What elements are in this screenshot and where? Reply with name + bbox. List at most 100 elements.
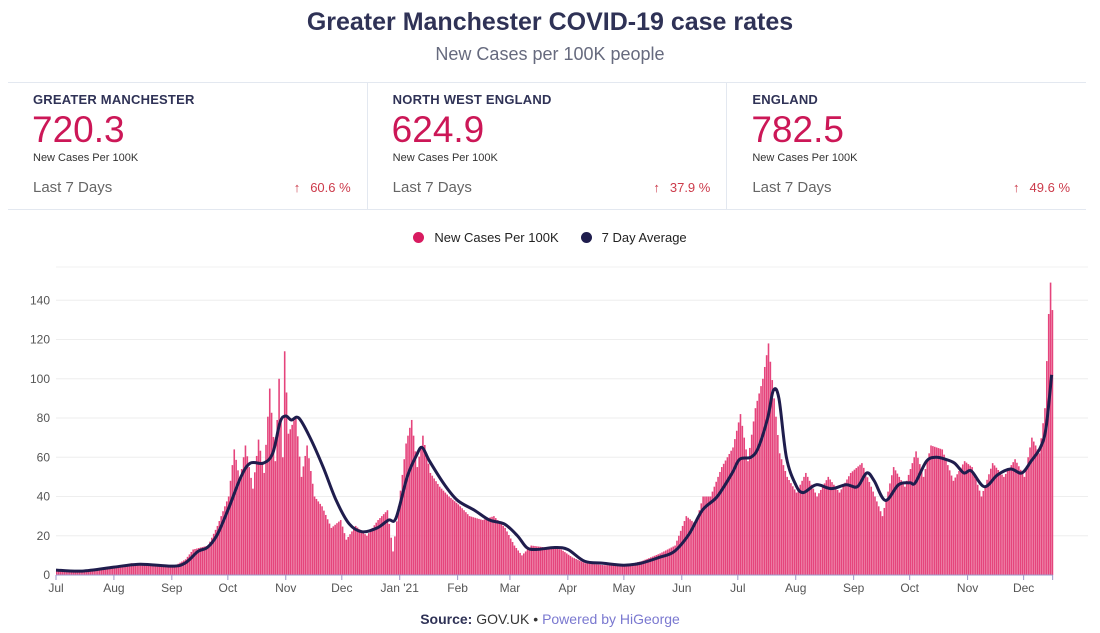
bar [270,412,273,575]
bar [153,565,155,575]
bar [67,570,69,575]
bar [704,496,706,575]
bar [982,490,985,575]
legend-item-new-cases[interactable]: New Cases Per 100K [413,230,559,245]
bar [209,541,211,575]
bar [567,554,570,575]
bar [164,566,166,575]
bar [993,465,996,575]
arrow-up-icon: ↑ [653,180,660,195]
bar [635,562,637,575]
bar [745,449,747,575]
bar [272,436,275,575]
bar [1003,476,1005,575]
bar [121,565,123,575]
bar [289,429,292,575]
bar [110,567,112,575]
bar [517,550,519,575]
bar [149,565,151,575]
bar [422,435,424,575]
bar [399,490,402,575]
y-tick-label: 0 [43,568,50,582]
bar [762,378,764,575]
legend-dot-icon [413,232,425,243]
bar [199,547,202,575]
bar [674,545,676,575]
bar [468,516,471,575]
bar [990,468,992,575]
bar [599,564,602,575]
bar [732,447,734,575]
bar [988,474,990,575]
bar [967,464,970,575]
bar [296,436,299,575]
bar [1040,438,1043,575]
bar [747,461,749,575]
bar [69,570,71,575]
x-tick-label: Sep [161,581,183,595]
bar [300,476,303,575]
bar [132,563,135,575]
bar [235,459,237,575]
bar [373,525,376,575]
powered-by-link[interactable]: Powered by HiGeorge [542,611,680,627]
bar [85,570,88,575]
stat-region: NORTH WEST ENGLAND [392,92,552,107]
bar [524,551,527,575]
bar [1044,408,1046,575]
stat-unit: New Cases Per 100K [752,152,858,164]
bar [188,554,191,575]
bar [879,511,882,575]
legend-item-7-day-average[interactable]: 7 Day Average [580,230,687,245]
bar [326,519,329,575]
bar [739,414,742,575]
bar [388,523,391,575]
bar [932,446,934,575]
x-tick-label: Aug [103,581,124,595]
bar [265,444,267,575]
bar [980,496,983,575]
bar [760,386,762,575]
bar [565,553,568,575]
bar [584,563,587,575]
bar [523,553,525,575]
bar [866,477,869,575]
bar [240,469,243,575]
y-tick-label: 60 [37,450,51,464]
bar [453,501,456,575]
bar [707,496,710,575]
bar [840,489,843,575]
bar [715,481,717,575]
bar [816,496,818,575]
bar [511,542,514,575]
bar [904,486,906,575]
bar [661,552,663,575]
bar [919,464,921,575]
legend-dot-icon [580,232,592,243]
bar [726,457,729,575]
bar [87,570,90,575]
bar [508,534,510,575]
bar [239,480,241,575]
x-tick-label: Apr [558,581,577,595]
bar [859,464,861,575]
bar [1016,462,1018,575]
bar [171,567,174,575]
bar [334,524,336,575]
bar [975,478,977,575]
bar [166,566,168,575]
bar [506,531,508,575]
bar [315,498,318,575]
bar [920,470,923,575]
bar [831,482,833,575]
bar [108,567,110,575]
bar [1042,423,1044,575]
bar [948,470,951,575]
bar [547,547,549,575]
bar [437,483,439,575]
bar [168,566,170,575]
bar [833,484,835,575]
bar [100,568,103,575]
bar [607,565,609,575]
